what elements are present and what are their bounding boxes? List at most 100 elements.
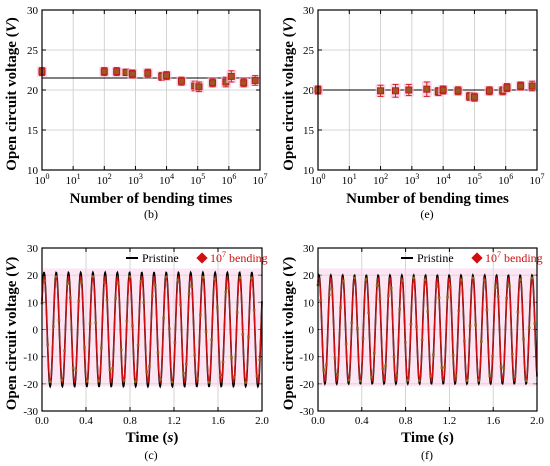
series-marker-bending — [519, 278, 523, 281]
panel-label: (c) — [144, 448, 157, 462]
series-marker-bending — [336, 373, 340, 376]
x-tick-label: 103 — [128, 172, 143, 187]
x-tick-label: 1.2 — [167, 415, 181, 427]
x-tick-label: 2.0 — [530, 415, 544, 427]
y-tick-label: 20 — [303, 85, 315, 97]
series-marker-bending — [139, 279, 143, 283]
series-marker-bending — [499, 365, 503, 368]
series-marker-bending — [176, 278, 180, 282]
series-marker-bending — [505, 297, 508, 300]
x-tick-label: 0.4 — [355, 415, 369, 427]
series-marker-bending — [97, 379, 100, 383]
panel-f: 0.0 0.4 0.8 1.2 1.6 2.0 -30 -20 -10 0 10 20 30 Pristi… — [281, 243, 544, 462]
series-line-bending — [41, 274, 263, 385]
series-marker-bending — [230, 356, 233, 359]
data-point — [391, 87, 399, 95]
x-tick-label: 101 — [342, 172, 357, 187]
x-tick-label: 2.0 — [255, 415, 269, 427]
series-marker-bending — [378, 297, 382, 301]
series-marker-bending — [117, 282, 120, 285]
series-marker-bending — [204, 330, 208, 333]
series-marker-bending — [57, 318, 61, 322]
series-marker-bending — [471, 276, 475, 280]
x-tick-label: 0.8 — [399, 415, 413, 427]
series-marker-bending — [395, 373, 399, 377]
x-axis-label: Number of bending times — [346, 191, 509, 207]
x-tick-label: 104 — [159, 172, 174, 187]
y-tick-label: 10 — [27, 297, 39, 309]
series-marker-bending — [426, 310, 430, 313]
data-point — [163, 72, 171, 80]
series-marker-bending — [485, 308, 489, 312]
series-marker-bending — [480, 340, 483, 343]
series-marker-bending — [330, 287, 334, 291]
series-marker-bending — [165, 275, 168, 279]
series-marker-bending — [153, 283, 157, 287]
series-marker-bending — [142, 301, 146, 304]
series-marker-bending — [502, 366, 506, 370]
series-marker-bending — [88, 322, 92, 325]
series-marker-bending — [170, 380, 174, 384]
series-marker-bending — [460, 278, 463, 282]
series-marker-bending — [224, 290, 228, 294]
series-marker-bending — [105, 298, 109, 302]
x-tick-label: 1.2 — [443, 415, 457, 427]
y-tick-label: 25 — [27, 45, 39, 57]
series-marker-bending — [199, 313, 202, 317]
series-marker-bending — [74, 368, 78, 372]
series-marker-bending — [474, 323, 477, 327]
x-axis-label: Time (s) — [126, 430, 179, 446]
series-marker-bending — [347, 378, 351, 382]
x-tick-label: 105 — [467, 172, 482, 187]
series-marker-bending — [258, 358, 262, 362]
series-marker-bending — [235, 311, 239, 314]
series-marker-bending — [122, 379, 126, 382]
y-tick-label: 20 — [27, 85, 39, 97]
series-marker-bending — [344, 342, 348, 346]
x-tick-label: 106 — [498, 172, 513, 187]
series-marker-bending — [494, 286, 497, 289]
series-marker-bending — [238, 276, 242, 279]
panel-c: 0.0 0.4 0.8 1.2 1.6 2.0 -30 -20 -10 0 10 20 30 Pristi… — [4, 243, 269, 462]
data-point — [528, 82, 536, 90]
series-marker-bending — [193, 353, 197, 357]
series-marker-bending — [333, 356, 337, 360]
series-marker-bending — [128, 275, 131, 278]
x-tick-label: 104 — [436, 172, 451, 187]
legend-swatch-bending — [196, 252, 208, 264]
series-marker-bending — [182, 371, 185, 375]
series-marker-bending — [213, 277, 216, 281]
series-marker-bending — [187, 292, 191, 296]
series-marker-bending — [412, 276, 416, 280]
series-marker-bending — [454, 374, 458, 378]
series-marker-bending — [389, 286, 393, 290]
x-tick-label: 100 — [35, 172, 50, 187]
series-marker-bending — [423, 278, 427, 282]
series-marker-bending — [387, 294, 390, 298]
data-point — [470, 93, 478, 101]
series-marker-bending — [159, 378, 163, 381]
series-marker-bending — [370, 375, 373, 379]
y-tick-label: -20 — [23, 379, 38, 391]
series-marker-bending — [68, 296, 72, 300]
y-tick-label: 15 — [27, 125, 39, 137]
data-point — [177, 77, 185, 85]
series-marker-bending — [136, 343, 140, 347]
y-tick-label: 0 — [33, 325, 39, 337]
series-marker-bending — [80, 280, 83, 284]
series-marker-bending — [91, 275, 95, 278]
series-marker-bending — [350, 321, 354, 325]
series-marker-bending — [401, 279, 404, 282]
series-marker-bending — [465, 379, 469, 382]
series-marker-bending — [255, 374, 259, 378]
series-marker-bending — [409, 323, 413, 326]
series-marker-bending — [375, 284, 379, 287]
data-point — [503, 84, 511, 92]
series-marker-bending — [533, 322, 537, 325]
data-point — [128, 70, 136, 78]
series-marker-bending — [319, 299, 323, 302]
series-marker-bending — [398, 307, 401, 311]
series-marker-bending — [327, 293, 331, 296]
series-marker-bending — [49, 380, 52, 383]
series-marker-bending — [179, 303, 182, 307]
